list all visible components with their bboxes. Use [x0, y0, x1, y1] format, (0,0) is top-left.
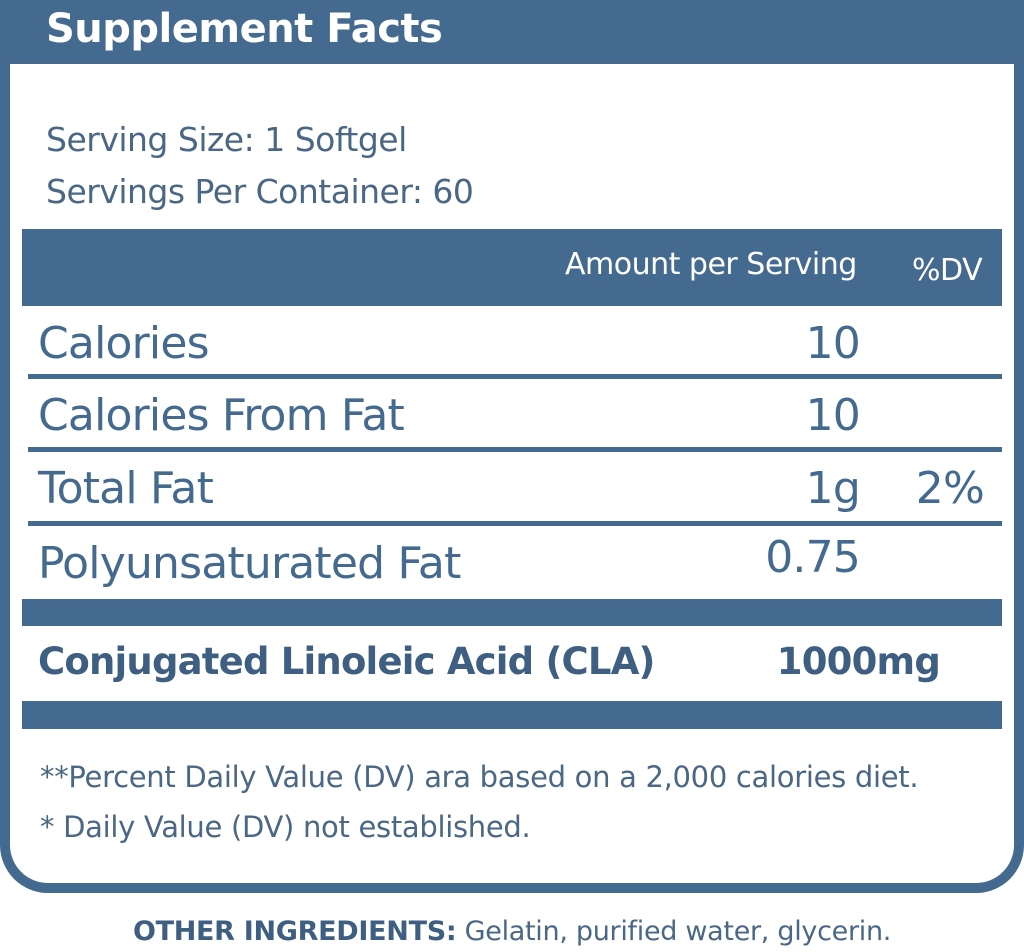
row-name-polyunsaturated-fat: Polyunsaturated Fat: [38, 538, 461, 589]
row-name-total-fat: Total Fat: [38, 463, 214, 514]
supplement-facts-panel: [0, 0, 1024, 893]
row-name-calories: Calories: [38, 318, 210, 369]
row-amount-polyunsaturated-fat: 0.75: [765, 532, 861, 583]
row-name-calories-from-fat: Calories From Fat: [38, 390, 405, 441]
row-amount-calories: 10: [805, 318, 861, 369]
dv-header: %DV: [912, 253, 983, 288]
row-dv-total-fat: 2%: [915, 463, 985, 514]
row-divider: [28, 447, 1002, 452]
row-divider: [28, 374, 1002, 379]
serving-size: Serving Size: 1 Softgel: [46, 120, 407, 159]
column-header-band: Amount per Serving %DV: [22, 229, 1002, 306]
servings-per-container: Servings Per Container: 60: [46, 172, 474, 211]
row-amount-calories-from-fat: 10: [805, 390, 861, 441]
footnote-dv-basis: **Percent Daily Value (DV) ara based on …: [40, 760, 919, 794]
footnote-dv-not-established: * Daily Value (DV) not established.: [40, 810, 531, 844]
featured-ingredient-amount: 1000mg: [776, 640, 941, 683]
other-ingredients-label: OTHER INGREDIENTS:: [132, 916, 457, 947]
section-band-bottom: [22, 701, 1002, 729]
other-ingredients-text: Gelatin, purified water, glycerin.: [456, 916, 892, 947]
amount-header: Amount per Serving: [565, 247, 857, 282]
label-title: Supplement Facts: [46, 6, 443, 52]
other-ingredients: OTHER INGREDIENTS: Gelatin, purified wat…: [0, 916, 1024, 947]
row-amount-total-fat: 1g: [805, 463, 861, 514]
section-band-top: [22, 599, 1002, 626]
row-divider: [28, 521, 1002, 526]
featured-ingredient-name: Conjugated Linoleic Acid (CLA): [38, 640, 655, 683]
title-bar: Supplement Facts: [0, 0, 1024, 64]
